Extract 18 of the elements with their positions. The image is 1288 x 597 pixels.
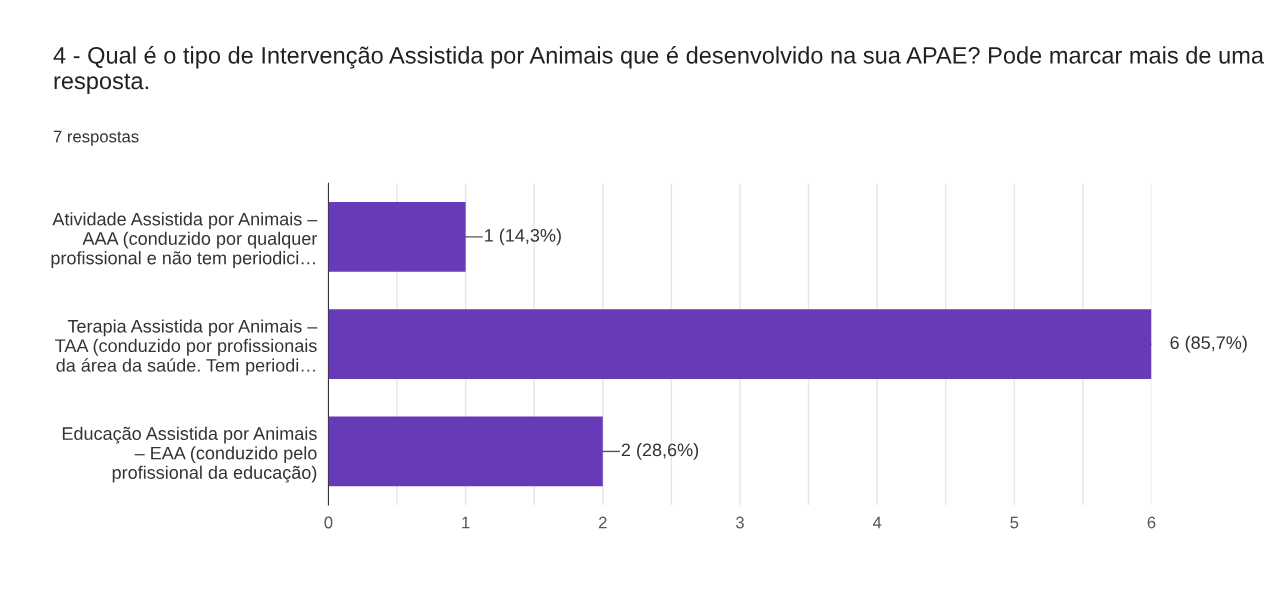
x-tick-label: 3 [735,516,744,529]
x-tick-label: 6 [1147,516,1156,529]
x-tick-label: 1 [462,516,470,529]
data-label: 1 (14,3%) [485,228,561,246]
bar [328,416,603,487]
data-label: 6 (85,7%) [1170,335,1247,353]
bar [328,309,1152,380]
x-tick-label: 5 [1010,516,1019,529]
y-tick-label: Educação Assistida por Animais – EAA (conduzido pelo profissional da educação) [62,426,317,483]
chart-title: 4 - Qual é o tipo de Intervenção Assistida por Animais que é desenvolvido na sua APAE? Pode marcar mais de uma resposta. [53,46,1264,94]
x-tick-label: 4 [872,516,882,529]
data-label: 2 (28,6%) [621,443,699,460]
text: 7 respostas [53,130,139,146]
y-tick-label: Terapia Assistida por Animais – TAA (conduzido por profissionais da área da saúde. Tem periodi… [55,319,318,376]
y-tick-label: Atividade Assistida por Animais – AAA (conduzido por qualquer profissional e não tem periodici… [51,212,318,268]
x-tick-label: 0 [324,516,333,529]
x-tick-label: 2 [598,516,607,529]
bar [328,202,466,272]
